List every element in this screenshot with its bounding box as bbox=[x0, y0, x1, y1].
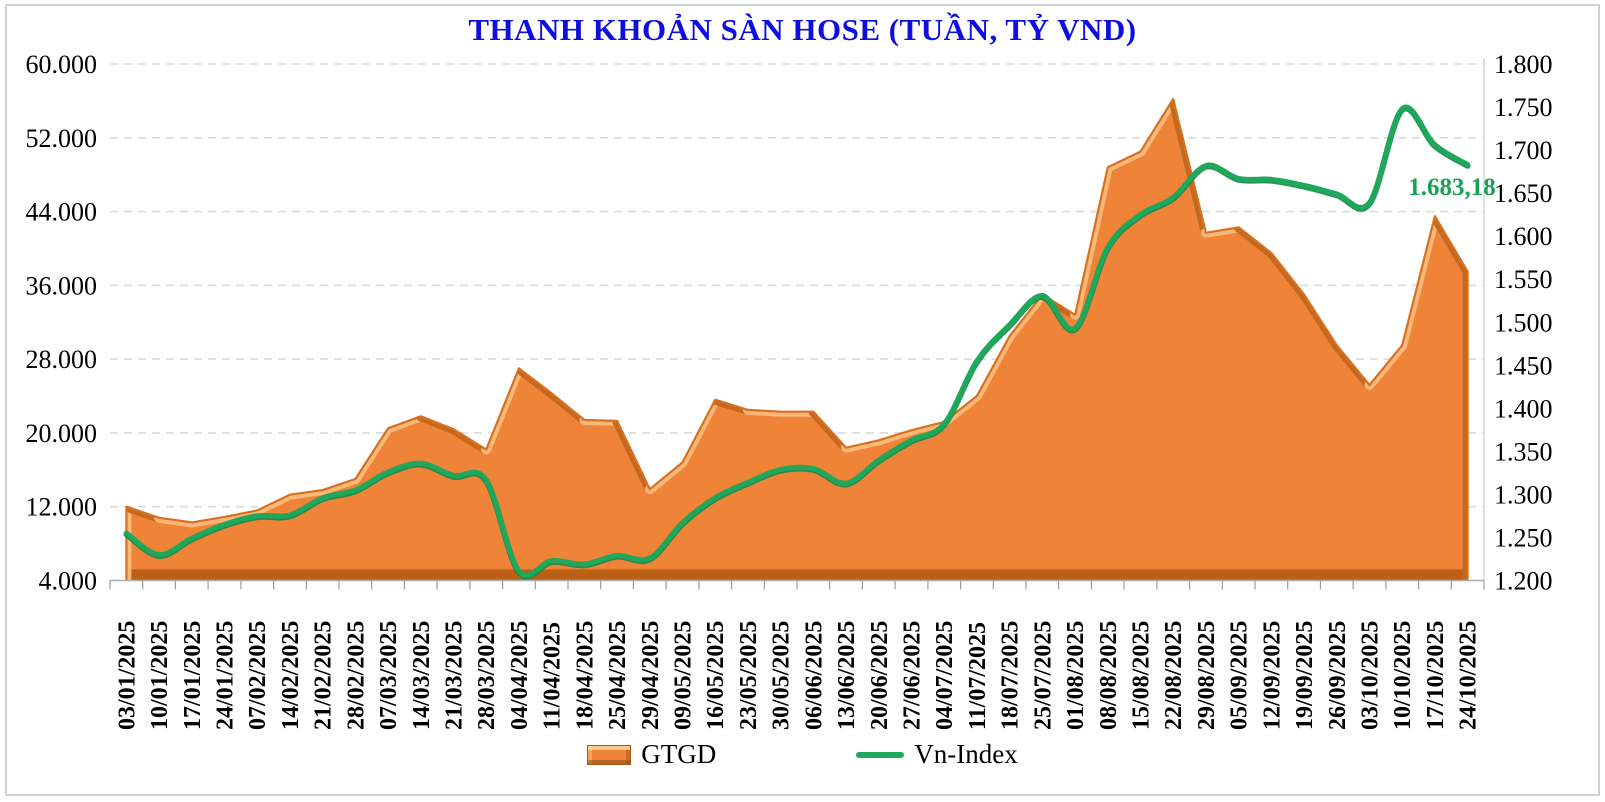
x-axis-label: 03/01/2025 bbox=[114, 621, 140, 730]
y-axis-label-left: 4.000 bbox=[39, 567, 98, 596]
x-axis-label: 18/04/2025 bbox=[572, 621, 598, 730]
y-axis-label-left: 52.000 bbox=[26, 124, 98, 153]
y-axis-label-right: 1.300 bbox=[1494, 480, 1553, 509]
x-axis-label: 09/05/2025 bbox=[671, 621, 697, 730]
y-axis-label-right: 1.350 bbox=[1494, 437, 1553, 466]
x-axis-label: 11/07/2025 bbox=[965, 622, 991, 730]
y-axis-label-right: 1.800 bbox=[1494, 50, 1553, 79]
x-axis-label: 21/03/2025 bbox=[442, 621, 468, 730]
x-axis-label: 16/05/2025 bbox=[703, 621, 729, 730]
gtgd-area-outline bbox=[125, 97, 1469, 581]
x-axis-label: 04/07/2025 bbox=[932, 621, 958, 730]
vnindex-line bbox=[123, 104, 1471, 578]
legend-item-gtgd: GTGD bbox=[587, 739, 716, 770]
x-axis-label: 17/01/2025 bbox=[180, 621, 206, 730]
y-axis-label-left: 28.000 bbox=[26, 345, 98, 374]
x-axis-label: 26/09/2025 bbox=[1325, 621, 1351, 730]
y-axis-label-left: 44.000 bbox=[26, 198, 98, 227]
gtgd-area bbox=[126, 99, 1468, 581]
x-axis-label: 08/08/2025 bbox=[1096, 621, 1122, 730]
x-axis-label: 25/04/2025 bbox=[605, 621, 631, 730]
x-axis-label: 28/02/2025 bbox=[343, 621, 369, 730]
x-axis-label: 24/01/2025 bbox=[213, 621, 239, 730]
gtgd-area-swatch-icon bbox=[587, 744, 632, 765]
x-axis-label: 18/07/2025 bbox=[998, 621, 1024, 730]
x-axis-label: 25/07/2025 bbox=[1030, 621, 1056, 730]
x-axis-label: 14/02/2025 bbox=[278, 621, 304, 730]
x-axis-label: 06/06/2025 bbox=[801, 621, 827, 730]
x-axis-label: 10/01/2025 bbox=[147, 621, 173, 730]
y-axis-label-right: 1.400 bbox=[1494, 394, 1553, 423]
chart-title: THANH KHOẢN SÀN HOSE (TUẦN, TỶ VND) bbox=[468, 12, 1137, 47]
x-axis-label: 11/04/2025 bbox=[540, 622, 566, 730]
x-axis-label: 13/06/2025 bbox=[834, 621, 860, 730]
vnindex-line-swatch-icon bbox=[856, 751, 905, 758]
legend-label-vnindex: Vn-Index bbox=[914, 739, 1018, 769]
y-axis-label-right: 1.700 bbox=[1494, 136, 1553, 165]
x-axis-label: 04/04/2025 bbox=[507, 621, 533, 730]
x-axis-label: 14/03/2025 bbox=[409, 621, 435, 730]
y-axis-label-right: 1.600 bbox=[1494, 222, 1553, 251]
x-axis-label: 19/09/2025 bbox=[1292, 621, 1318, 730]
x-axis-label: 03/10/2025 bbox=[1358, 621, 1384, 730]
y-axis-label-right: 1.200 bbox=[1494, 567, 1553, 596]
legend: GTGD Vn-Index bbox=[0, 739, 1605, 770]
x-axis-label: 07/03/2025 bbox=[376, 621, 402, 730]
x-axis-label: 23/05/2025 bbox=[736, 621, 762, 730]
x-axis-label: 24/10/2025 bbox=[1456, 621, 1482, 730]
x-axis-label: 28/03/2025 bbox=[474, 621, 500, 730]
x-axis-label: 21/02/2025 bbox=[311, 621, 337, 730]
x-axis-label: 10/10/2025 bbox=[1390, 621, 1416, 730]
y-axis-label-left: 60.000 bbox=[26, 50, 98, 79]
y-axis-label-right: 1.500 bbox=[1494, 308, 1553, 337]
gtgd-area-base-bevel bbox=[126, 569, 1468, 581]
y-axis-label-left: 12.000 bbox=[26, 493, 98, 522]
x-axis-label: 01/08/2025 bbox=[1063, 621, 1089, 730]
legend-label-gtgd: GTGD bbox=[641, 739, 717, 769]
x-axis-label: 12/09/2025 bbox=[1259, 621, 1285, 730]
x-axis-label: 15/08/2025 bbox=[1129, 621, 1155, 730]
y-axis-label-right: 1.450 bbox=[1494, 351, 1553, 380]
x-axis-label: 29/04/2025 bbox=[638, 621, 664, 730]
y-axis-label-right: 1.750 bbox=[1494, 93, 1553, 122]
y-axis-label-right: 1.650 bbox=[1494, 179, 1553, 208]
y-axis-label-right: 1.250 bbox=[1494, 524, 1553, 553]
x-axis-label: 30/05/2025 bbox=[769, 621, 795, 730]
x-axis-label: 29/08/2025 bbox=[1194, 621, 1220, 730]
x-axis-label: 07/02/2025 bbox=[245, 621, 271, 730]
x-axis-label: 05/09/2025 bbox=[1227, 621, 1253, 730]
x-axis-label: 27/06/2025 bbox=[900, 621, 926, 730]
x-axis-label: 22/08/2025 bbox=[1161, 621, 1187, 730]
x-axis-label: 17/10/2025 bbox=[1423, 621, 1449, 730]
y-axis-label-left: 20.000 bbox=[26, 419, 98, 448]
y-axis-label-left: 36.000 bbox=[26, 271, 98, 300]
legend-item-vnindex: Vn-Index bbox=[856, 739, 1018, 770]
last-value-label: 1.683,18 bbox=[1408, 174, 1496, 201]
y-axis-label-right: 1.550 bbox=[1494, 265, 1553, 294]
x-axis-label: 20/06/2025 bbox=[867, 621, 893, 730]
